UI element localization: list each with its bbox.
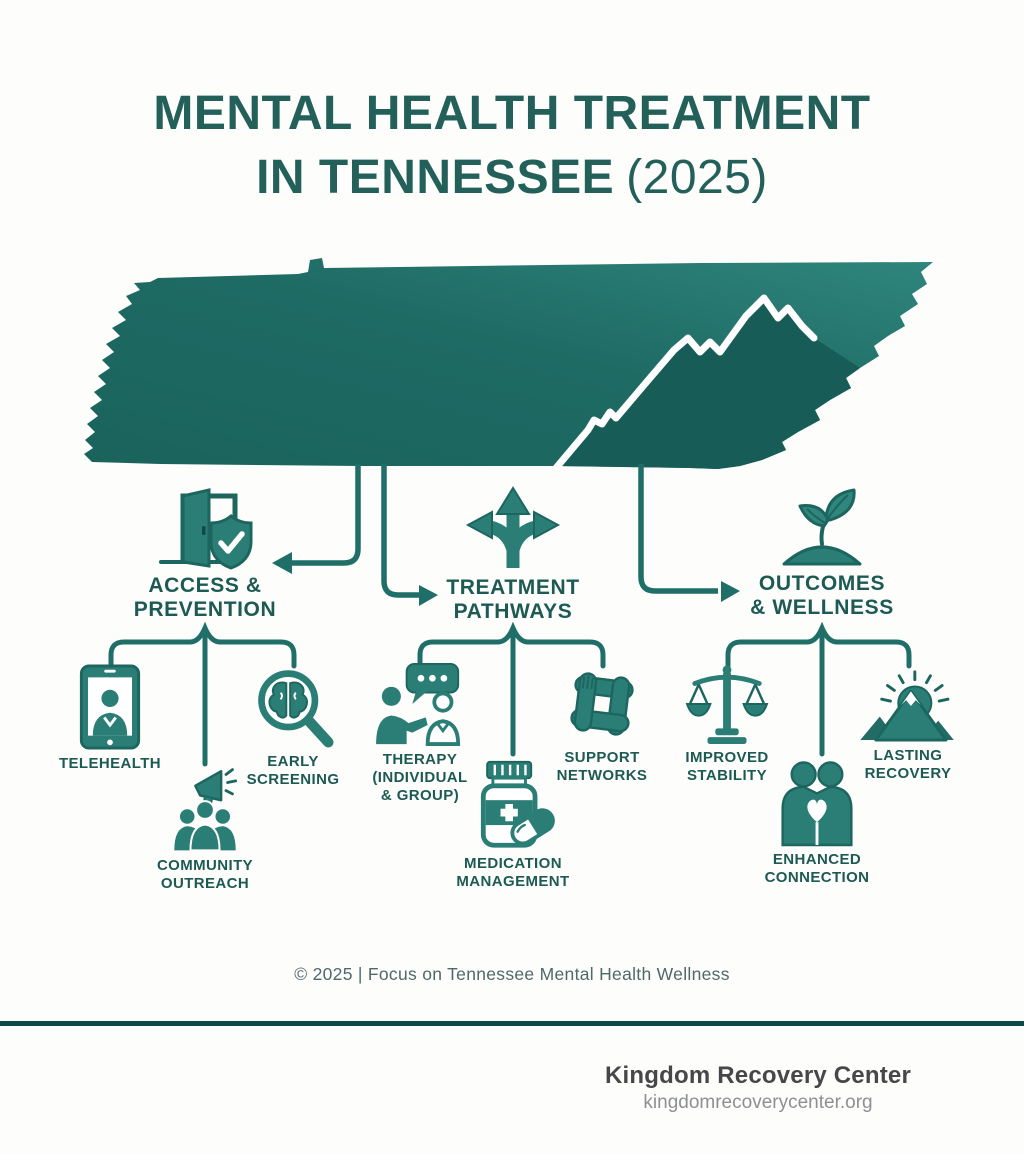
item-label: SUPPORT NETWORKS bbox=[556, 749, 648, 784]
mountain-ridge-line bbox=[552, 294, 818, 472]
item-label: TELEHEALTH bbox=[58, 755, 162, 772]
item-telehealth: TELEHEALTH bbox=[15, 664, 205, 773]
title-line-1: MENTAL HEALTH TREATMENT bbox=[153, 87, 871, 140]
item-label: LASTING RECOVERY bbox=[864, 747, 952, 782]
brand-block: Kingdom Recovery Center kingdomrecoveryc… bbox=[605, 1062, 911, 1114]
door-shield-icon bbox=[159, 488, 253, 570]
title-line-2: IN TENNESSEE (2025) bbox=[0, 146, 1024, 210]
copyright-text: © 2025 | Focus on Tennessee Mental Healt… bbox=[294, 964, 730, 984]
linked-hands-icon bbox=[570, 672, 634, 736]
connector-treatment-pathways bbox=[381, 464, 438, 606]
sprout-icon bbox=[782, 488, 862, 566]
page-title: MENTAL HEALTH TREATMENT IN TENNESSEE (202… bbox=[0, 82, 1024, 210]
category-outcomes-wellness: OUTCOMES & WELLNESS bbox=[702, 486, 942, 620]
connector-outcomes-wellness bbox=[638, 464, 740, 602]
category-label: ACCESS & PREVENTION bbox=[133, 574, 277, 621]
arrowhead-left bbox=[272, 552, 292, 574]
footer-divider bbox=[0, 1021, 1024, 1026]
connector-access-prevention bbox=[272, 464, 361, 574]
embrace-heart-icon bbox=[781, 761, 853, 847]
pill-bottle-icon bbox=[480, 760, 555, 848]
megaphone-crowd-icon bbox=[174, 768, 238, 852]
talk-therapy-icon bbox=[376, 662, 461, 746]
item-label: ENHANCED CONNECTION bbox=[764, 851, 870, 886]
item-lasting-recovery: LASTING RECOVERY bbox=[813, 668, 1003, 783]
category-access-prevention: ACCESS & PREVENTION bbox=[85, 488, 325, 622]
brain-magnifier-icon bbox=[258, 670, 334, 748]
balance-scale-icon bbox=[685, 665, 769, 744]
branch-brace-outcomes bbox=[725, 621, 912, 757]
item-community-outreach: COMMUNITY OUTREACH bbox=[110, 768, 300, 893]
title-year: (2025) bbox=[626, 151, 768, 204]
category-label: TREATMENT PATHWAYS bbox=[446, 576, 580, 623]
arrowhead-right bbox=[721, 581, 740, 602]
branching-arrows-icon bbox=[465, 486, 561, 568]
item-label: COMMUNITY OUTREACH bbox=[156, 857, 254, 892]
item-enhanced-connection: ENHANCED CONNECTION bbox=[722, 760, 912, 887]
arrowhead-right bbox=[419, 585, 438, 606]
brand-website: kingdomrecoverycenter.org bbox=[643, 1092, 873, 1113]
item-improved-stability: IMPROVED STABILITY bbox=[632, 664, 822, 785]
category-treatment-pathways: TREATMENT PATHWAYS bbox=[393, 486, 633, 624]
item-label: THERAPY (INDIVIDUAL & GROUP) bbox=[372, 751, 468, 804]
tennessee-map-silhouette bbox=[84, 258, 933, 472]
item-label: EARLY SCREENING bbox=[246, 753, 340, 788]
item-medication-management: MEDICATION MANAGEMENT bbox=[418, 758, 608, 891]
category-label: OUTCOMES & WELLNESS bbox=[750, 572, 894, 619]
title-line-2-main: IN TENNESSEE bbox=[256, 151, 615, 204]
item-therapy: THERAPY (INDIVIDUAL & GROUP) bbox=[325, 662, 515, 805]
item-label: IMPROVED STABILITY bbox=[685, 749, 769, 784]
telehealth-tablet-icon bbox=[79, 664, 141, 750]
brand-name: Kingdom Recovery Center bbox=[604, 1062, 912, 1089]
mountain-sun-icon bbox=[860, 670, 954, 742]
branch-brace-treatment bbox=[417, 621, 606, 757]
item-label: MEDICATION MANAGEMENT bbox=[456, 855, 570, 890]
smoky-mountains-shadow bbox=[558, 298, 860, 469]
branch-brace-access bbox=[108, 621, 297, 767]
item-early-screening: EARLY SCREENING bbox=[198, 666, 388, 789]
item-support-networks: SUPPORT NETWORKS bbox=[507, 664, 697, 785]
